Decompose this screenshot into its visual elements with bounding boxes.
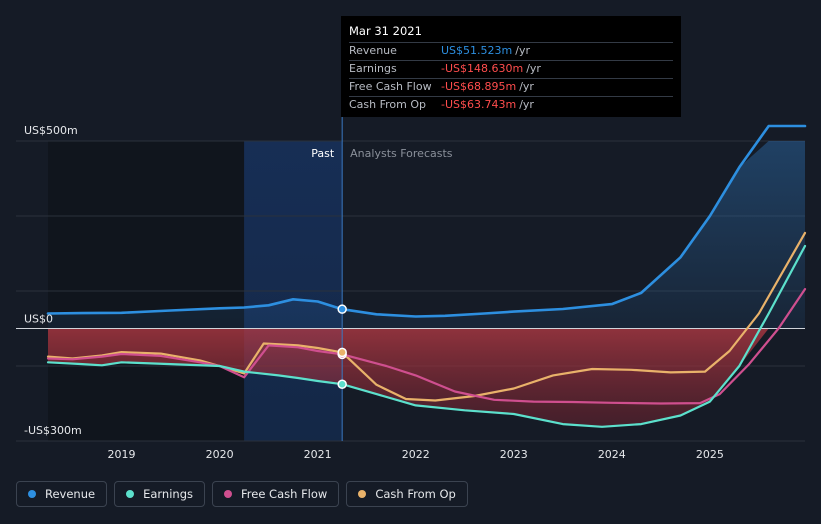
- tooltip-value: US$51.523m: [441, 44, 513, 57]
- past-label: Past: [311, 147, 335, 160]
- legend-label: Revenue: [45, 487, 96, 501]
- tooltip-unit: /yr: [519, 98, 534, 111]
- tooltip-row-free-cash-flow: Free Cash Flow -US$68.895m /yr: [349, 78, 673, 96]
- tooltip-unit: /yr: [515, 44, 530, 57]
- legend-label: Earnings: [143, 487, 193, 501]
- tooltip-value: -US$68.895m: [441, 80, 517, 93]
- tooltip-date: Mar 31 2021: [349, 24, 422, 38]
- legend-label: Cash From Op: [375, 487, 456, 501]
- x-tick-label: 2023: [500, 448, 528, 461]
- earnings-line: [46, 244, 807, 428]
- tooltip-label: Earnings: [349, 62, 397, 75]
- legend-item-free-cash-flow[interactable]: Free Cash Flow: [212, 481, 340, 507]
- legend-item-revenue[interactable]: Revenue: [16, 481, 108, 507]
- x-tick-label: 2020: [206, 448, 234, 461]
- forecast-label: Analysts Forecasts: [350, 147, 453, 160]
- cash-from-op-marker: [337, 347, 347, 358]
- revenue-line: [46, 124, 807, 318]
- free-cash-flow-dot-icon: [224, 490, 232, 498]
- y-tick-label: -US$300m: [24, 424, 82, 437]
- legend-item-cash-from-op[interactable]: Cash From Op: [346, 481, 468, 507]
- tooltip-label: Free Cash Flow: [349, 80, 432, 93]
- tooltip-label: Cash From Op: [349, 98, 427, 111]
- tooltip-unit: /yr: [519, 80, 534, 93]
- tooltip-unit: /yr: [526, 62, 541, 75]
- chart-tooltip: Mar 31 2021 Revenue US$51.523m /yr Earni…: [341, 16, 681, 117]
- tooltip-row-cash-from-op: Cash From Op -US$63.743m /yr: [349, 96, 673, 114]
- tooltip-value: -US$148.630m: [441, 62, 524, 75]
- x-tick-label: 2021: [304, 448, 332, 461]
- y-tick-label: US$500m: [24, 124, 78, 137]
- tooltip-value: -US$63.743m: [441, 98, 517, 111]
- revenue-marker: [337, 304, 347, 314]
- free-cash-flow-line: [46, 288, 807, 405]
- x-tick-label: 2019: [108, 448, 136, 461]
- x-tick-label: 2022: [402, 448, 430, 461]
- y-tick-label: US$0: [24, 313, 53, 326]
- chart-area: US$500m US$0 -US$300m Past Analysts Forecast…: [16, 16, 807, 461]
- tooltip-row-earnings: Earnings -US$148.630m /yr: [349, 60, 673, 78]
- x-tick-label: 2025: [696, 448, 724, 461]
- earnings-dot-icon: [126, 490, 135, 498]
- tooltip-label: Revenue: [349, 44, 397, 57]
- legend-label: Free Cash Flow: [241, 487, 328, 501]
- legend-item-earnings[interactable]: Earnings: [114, 481, 205, 507]
- cash-from-op-dot-icon: [358, 490, 367, 498]
- cash-from-op-line: [46, 231, 807, 402]
- earnings-marker: [337, 379, 347, 389]
- revenue-area: [48, 141, 805, 329]
- chart-legend: Revenue Earnings Free Cash Flow Cash Fro…: [16, 481, 468, 507]
- chart-svg: US$500m US$0 -US$300m Past Analysts Forecast…: [16, 117, 807, 461]
- revenue-dot-icon: [28, 490, 36, 498]
- x-tick-label: 2024: [598, 448, 626, 461]
- tooltip-row-revenue: Revenue US$51.523m /yr: [349, 42, 673, 60]
